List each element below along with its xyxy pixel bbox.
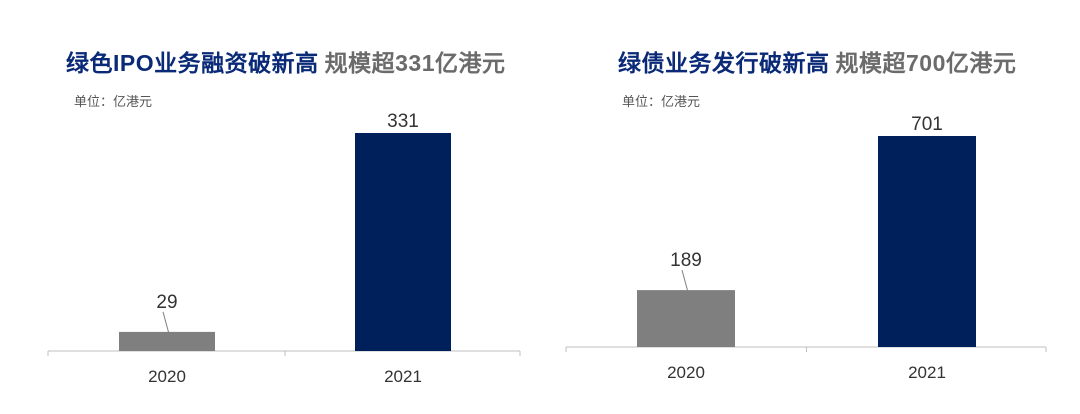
chart-title-main: 绿色IPO业务融资破新高 — [66, 50, 319, 76]
data-label: 189 — [670, 250, 702, 271]
chart-subtitle: 规模超700亿港元 — [835, 50, 1017, 76]
chart-subtitle: 规模超331亿港元 — [324, 50, 506, 76]
x-tick-label: 2020 — [148, 367, 186, 386]
bar-chart-green-bond: 189 2020 701 2021 — [565, 114, 1047, 382]
chart-panel-green-ipo: 绿色IPO业务融资破新高 规模超331亿港元 单位：亿港元 29 2020 331 20… — [47, 44, 521, 386]
bar-2021 — [355, 133, 451, 351]
unit-label: 单位：亿港元 — [622, 94, 701, 109]
bar-2020 — [119, 331, 215, 351]
bar-2020 — [637, 290, 735, 347]
data-label-leader — [162, 311, 170, 335]
bar-chart-green-ipo: 29 2020 331 2021 — [47, 111, 521, 386]
chart-title: 绿债业务发行破新高 规模超700亿港元 — [618, 44, 1016, 78]
data-label: 331 — [387, 111, 419, 132]
bar-2021 — [878, 136, 976, 347]
data-label: 701 — [911, 114, 943, 135]
data-label-leader — [681, 269, 689, 293]
x-tick-label: 2021 — [908, 363, 946, 382]
unit-label: 单位：亿港元 — [74, 94, 153, 109]
data-label: 29 — [156, 292, 177, 313]
x-tick-label: 2020 — [667, 363, 705, 382]
chart-panel-green-bond: 绿债业务发行破新高 规模超700亿港元 单位：亿港元 189 2020 701 2021 — [540, 0, 1080, 414]
chart-title-main: 绿债业务发行破新高 — [618, 50, 830, 76]
x-tick-label: 2021 — [384, 367, 422, 386]
chart-title: 绿色IPO业务融资破新高 规模超331亿港元 — [66, 44, 506, 78]
